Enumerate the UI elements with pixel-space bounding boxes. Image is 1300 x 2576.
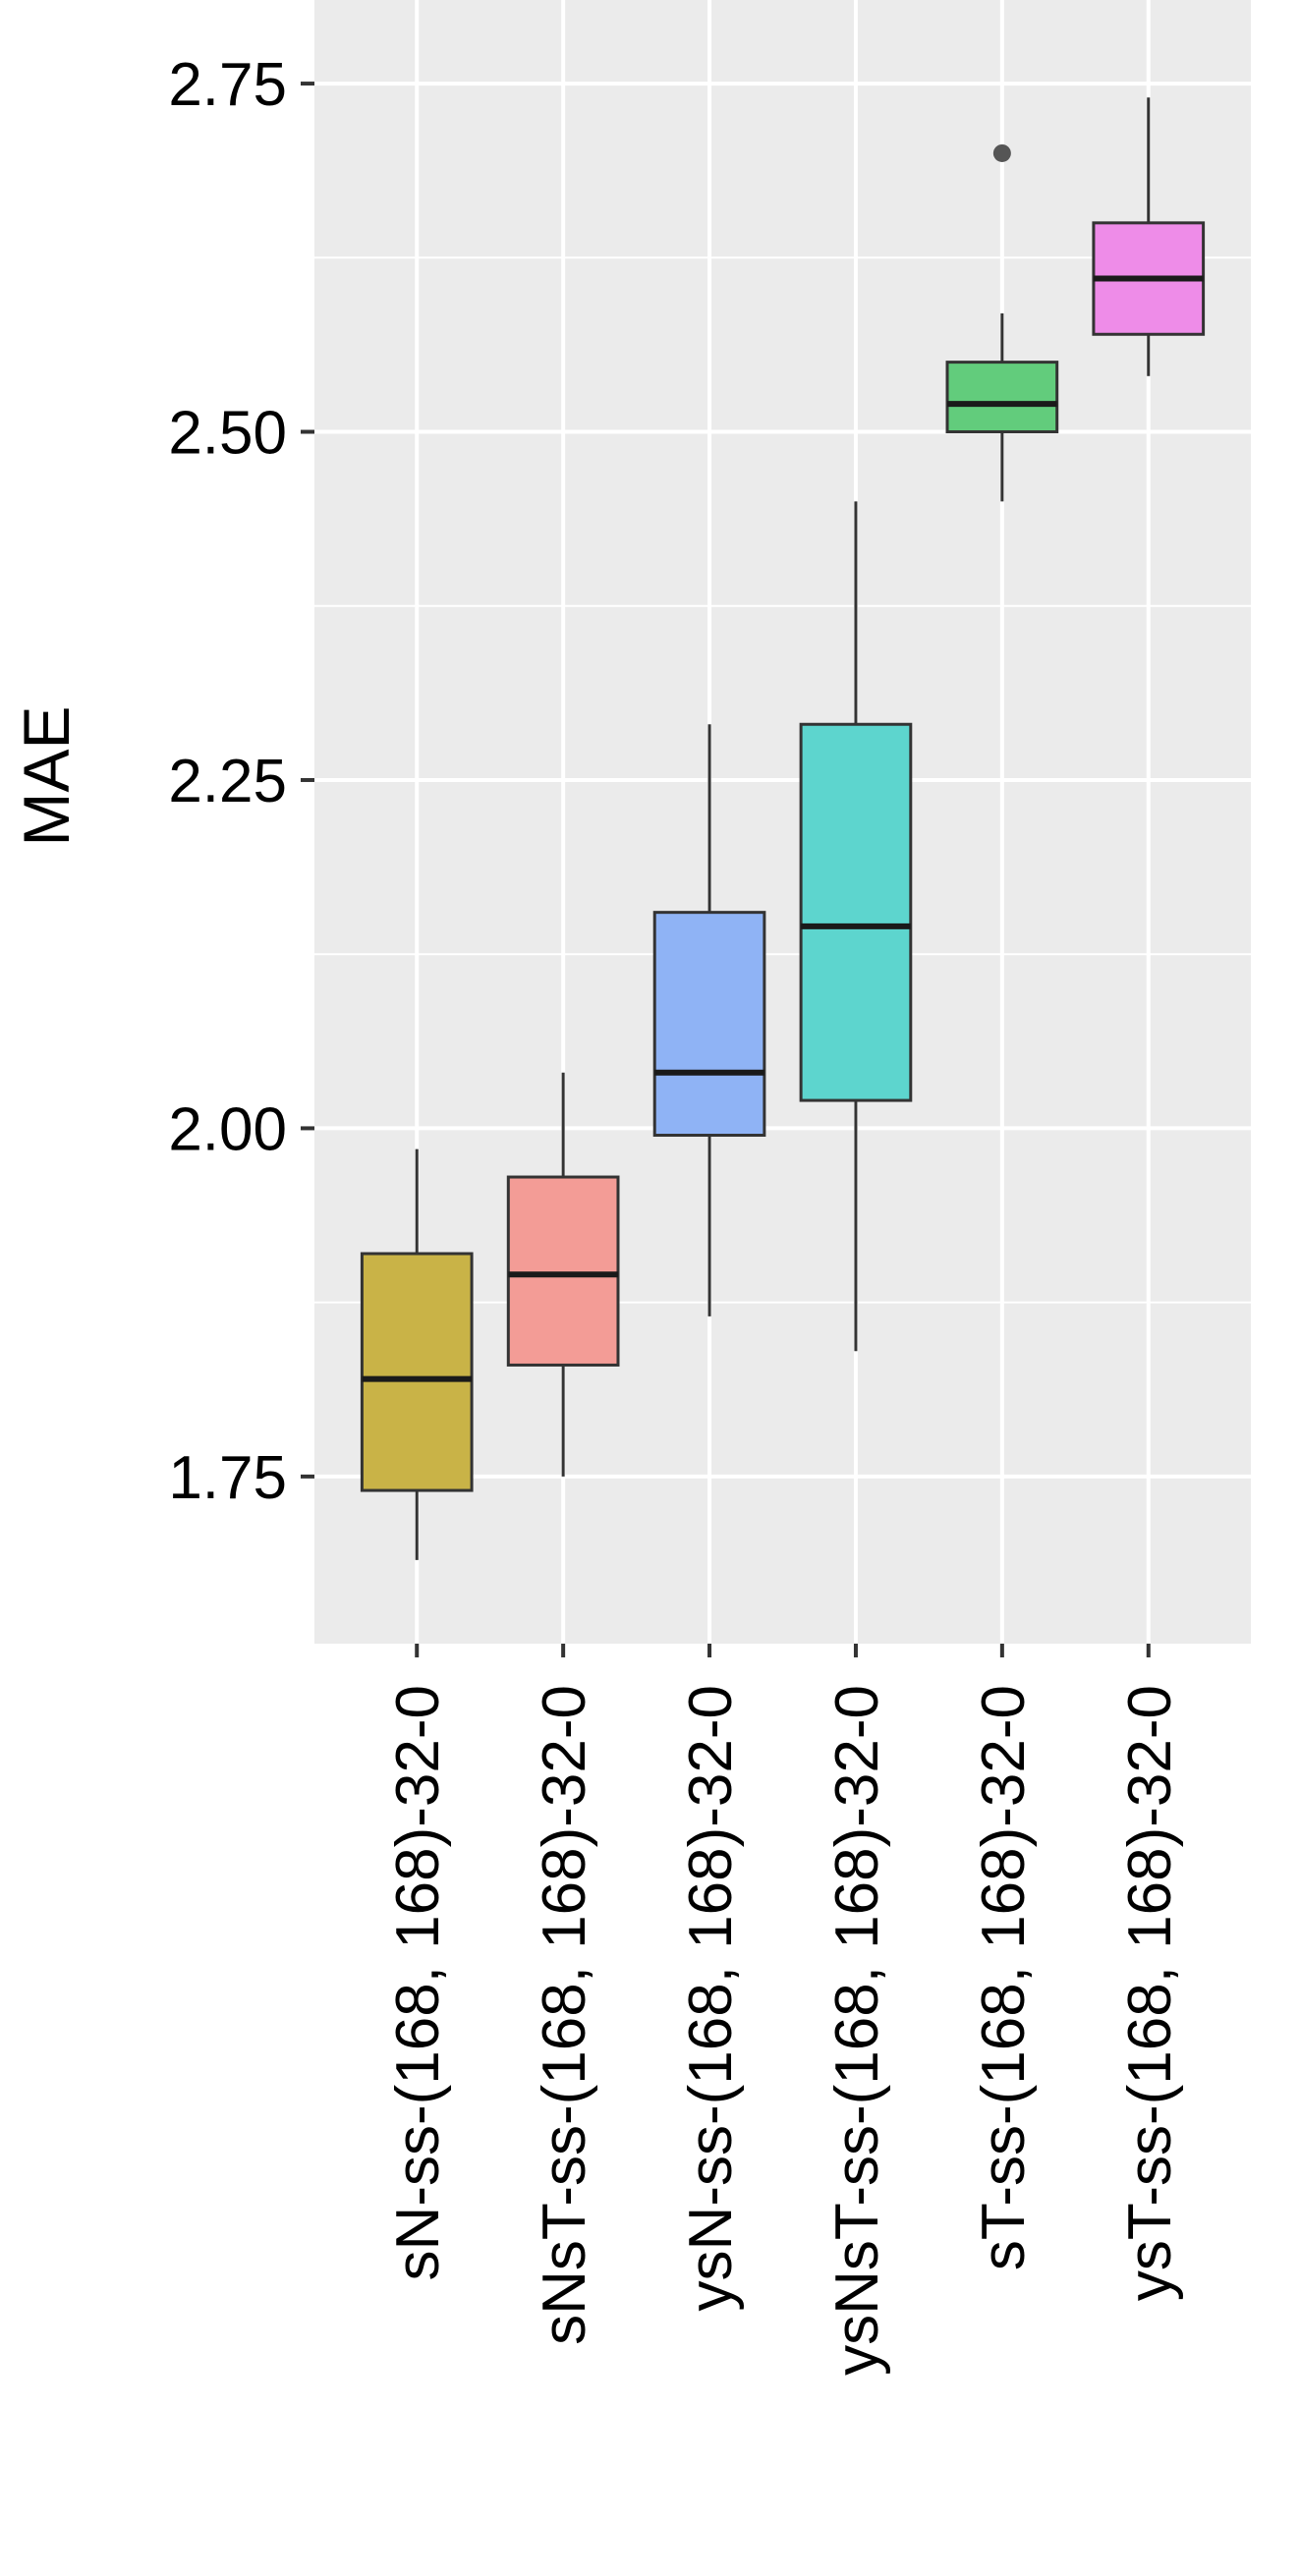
- box-6: [1092, 97, 1206, 376]
- box-body: [652, 911, 766, 1138]
- y-tick-label: 2.00: [168, 1095, 287, 1163]
- y-tick-label: 2.75: [168, 51, 287, 119]
- x-tick-label: sT-ss-(168, 168)-32-0: [970, 1685, 1038, 2270]
- x-tick-label: ysNsT-ss-(168, 168)-32-0: [823, 1685, 891, 2376]
- box-body: [945, 361, 1059, 434]
- y-tick-label: 1.75: [168, 1444, 287, 1512]
- x-tick-label: sN-ss-(168, 168)-32-0: [384, 1685, 452, 2280]
- box-5: [945, 143, 1059, 502]
- y-axis-title: MAE: [10, 705, 83, 846]
- box-body: [506, 1175, 620, 1367]
- box-body: [360, 1252, 474, 1492]
- box-1: [360, 1148, 474, 1560]
- x-tick-label: sNsT-ss-(168, 168)-32-0: [531, 1685, 598, 2345]
- y-tick-label: 2.25: [168, 748, 287, 815]
- box-body: [799, 722, 913, 1102]
- box-4: [799, 501, 913, 1352]
- box-2: [506, 1072, 620, 1477]
- outlier-point: [992, 143, 1011, 162]
- x-tick-label: ysT-ss-(168, 168)-32-0: [1116, 1685, 1184, 2301]
- x-tick-label: ysN-ss-(168, 168)-32-0: [677, 1685, 745, 2311]
- box-3: [652, 724, 766, 1316]
- y-tick-label: 2.50: [168, 400, 287, 468]
